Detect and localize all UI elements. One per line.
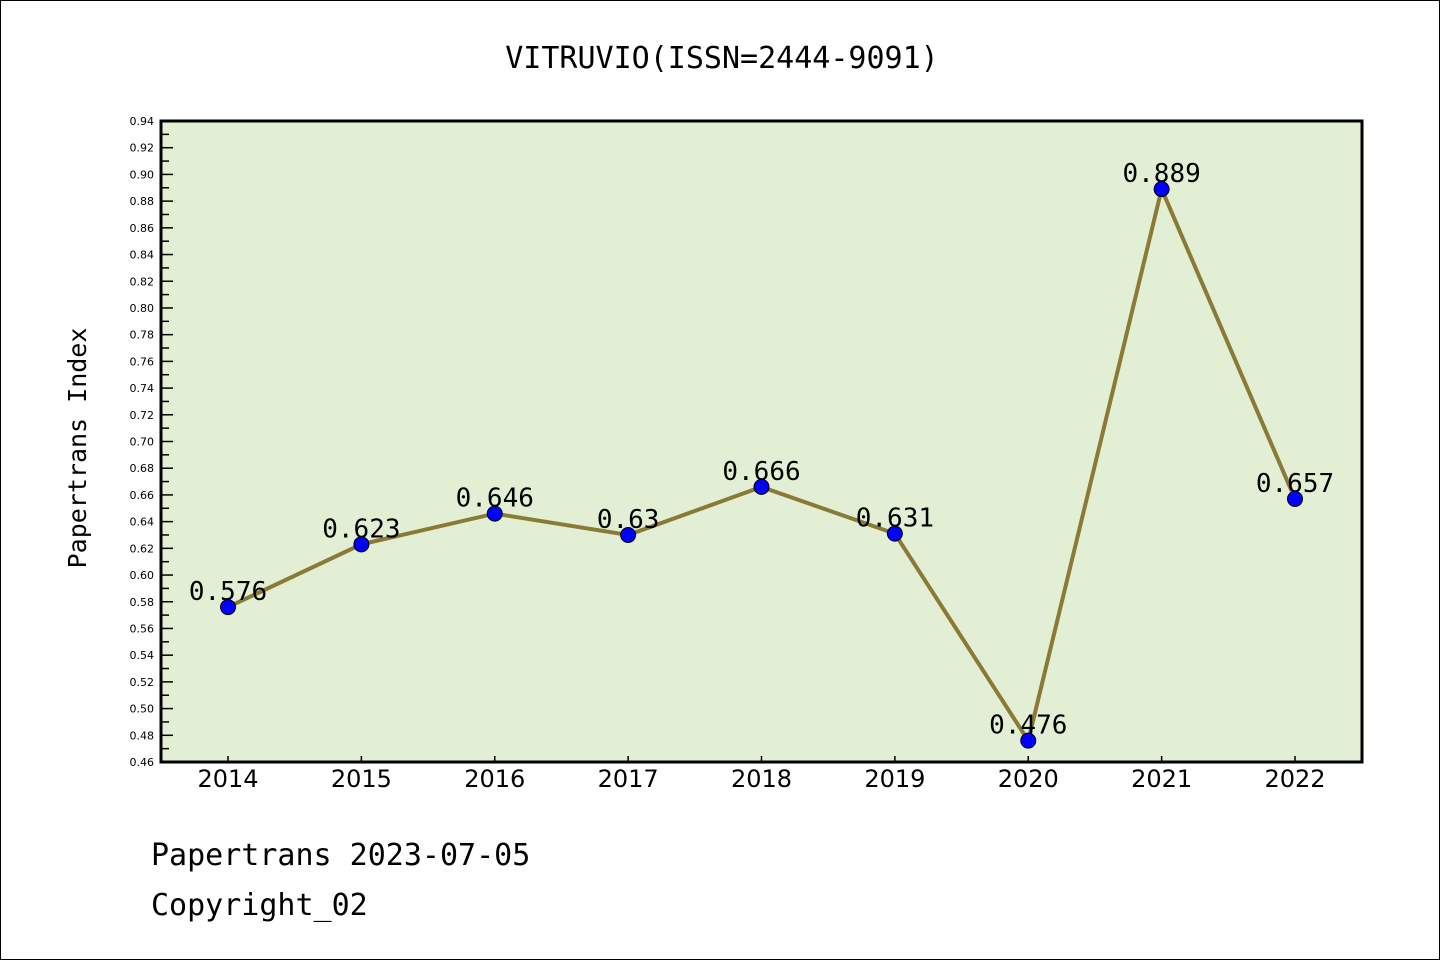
footer-date: Papertrans 2023-07-05 (151, 838, 530, 873)
x-tick-label: 2017 (598, 765, 659, 793)
x-tick-label: 2015 (331, 765, 392, 793)
y-tick-label: 0.68 (130, 462, 155, 475)
y-tick-label: 0.74 (130, 382, 155, 395)
y-tick-label: 0.72 (130, 409, 155, 422)
y-tick-label: 0.58 (130, 596, 155, 609)
data-point (620, 526, 637, 543)
y-tick-label: 0.62 (130, 542, 155, 555)
y-tick-label: 0.64 (130, 516, 155, 529)
data-point (1287, 490, 1303, 507)
y-tick-label: 0.56 (130, 622, 155, 635)
data-point (486, 505, 503, 522)
data-point (886, 525, 903, 542)
data-point (353, 536, 370, 553)
y-tick-label: 0.88 (130, 195, 155, 208)
y-tick-label: 0.46 (130, 756, 155, 769)
plot-area (161, 121, 1362, 762)
plot-frame (159, 119, 1364, 764)
y-tick-label: 0.90 (130, 168, 155, 181)
x-tick-label: 2019 (864, 765, 925, 793)
data-point (1153, 181, 1170, 198)
x-tick-label: 2022 (1264, 765, 1325, 793)
x-tick-label: 2020 (998, 765, 1059, 793)
y-tick-label: 0.50 (130, 703, 155, 716)
y-tick-label: 0.84 (130, 249, 155, 262)
y-tick-label: 0.76 (130, 355, 155, 368)
y-tick-label: 0.60 (130, 569, 155, 582)
data-point (1020, 732, 1037, 749)
x-tick-label: 2016 (464, 765, 525, 793)
y-tick-label: 0.52 (130, 676, 155, 689)
x-tick-label: 2014 (197, 765, 258, 793)
x-tick-label: 2018 (731, 765, 792, 793)
y-tick-label: 0.86 (130, 222, 155, 235)
y-tick-label: 0.94 (130, 115, 155, 128)
data-point (753, 478, 770, 495)
data-point (220, 599, 236, 616)
footer-copyright: Copyright_02 (151, 888, 368, 923)
x-tick-label: 2021 (1131, 765, 1192, 793)
y-tick-label: 0.48 (130, 729, 155, 742)
y-tick-label: 0.78 (130, 329, 155, 342)
y-tick-label: 0.80 (130, 302, 155, 315)
y-tick-label: 0.70 (130, 436, 155, 449)
y-tick-label: 0.82 (130, 275, 155, 288)
y-axis-label: Papertrans Index (63, 328, 92, 569)
y-tick-label: 0.54 (130, 649, 155, 662)
y-tick-label: 0.66 (130, 489, 155, 502)
chart-title: VITRUVIO(ISSN=2444-9091) (505, 41, 938, 76)
y-tick-label: 0.92 (130, 142, 155, 155)
